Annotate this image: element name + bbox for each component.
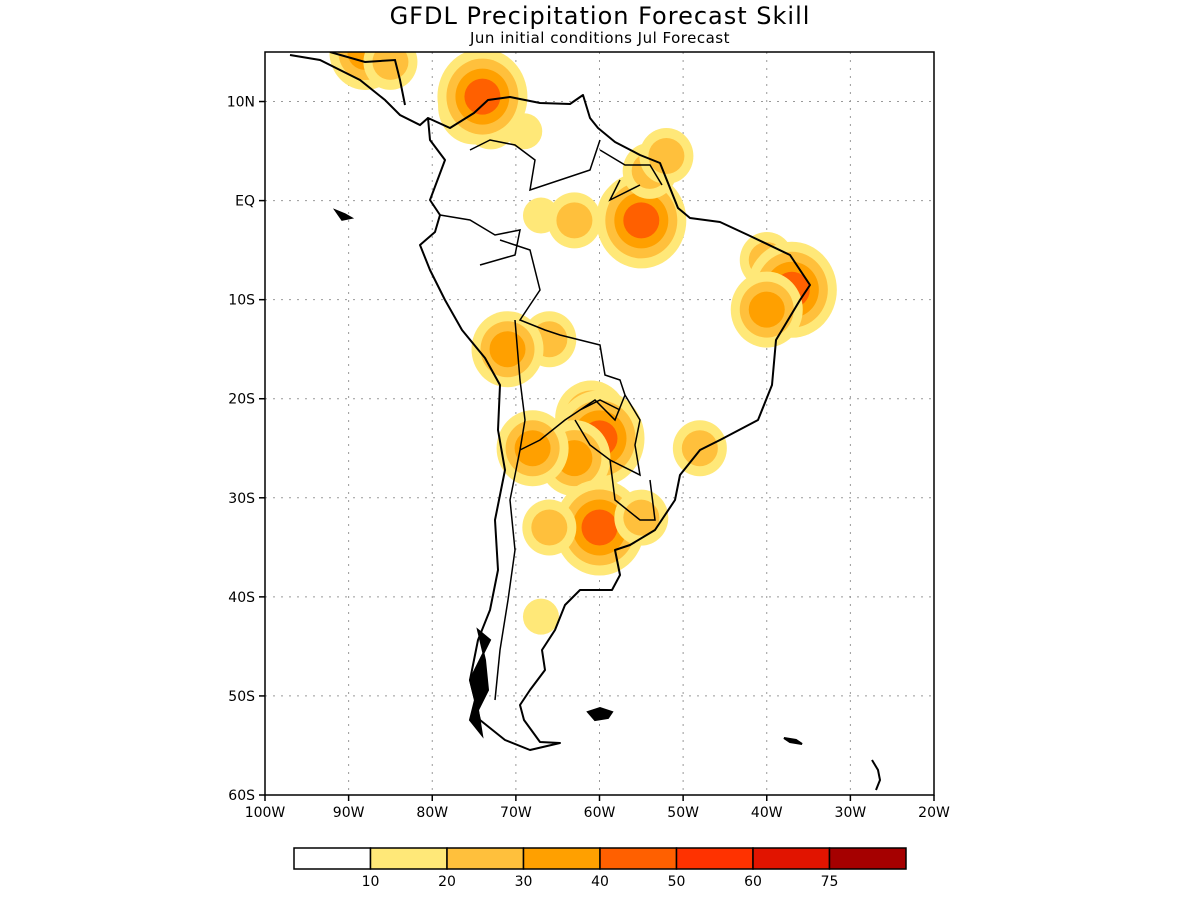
falkland-islands [586, 706, 614, 722]
colorbar-swatch [369, 847, 448, 870]
lon-tick-label: 100W [245, 805, 286, 821]
skill-region [556, 202, 593, 239]
colorbar-swatch [828, 847, 907, 870]
country-borders [439, 139, 663, 701]
lon-tick-label: 60W [584, 805, 616, 821]
lat-tick-label: 10S [228, 293, 255, 309]
skill-region [581, 509, 618, 546]
colorbar-label: 30 [515, 874, 533, 890]
colorbar-swatch [599, 847, 678, 870]
colorbar-swatch [675, 847, 754, 870]
colorbar-label: 75 [821, 874, 839, 890]
map-subtitle: Jun initial conditions Jul Forecast [470, 29, 730, 47]
colorbar: 10 20 30 40 50 60 75 [293, 847, 907, 890]
south-georgia [783, 737, 803, 745]
central-america-coastline [289, 52, 429, 127]
lon-tick-label: 20W [918, 805, 950, 821]
lat-tick-label: 20S [228, 392, 255, 408]
lon-tick-label: 50W [667, 805, 699, 821]
skill-region [681, 430, 718, 467]
colorbar-label: 10 [362, 874, 380, 890]
skill-region [489, 331, 526, 368]
colorbar-swatch [446, 847, 525, 870]
lon-tick-label: 80W [416, 805, 448, 821]
colorbar-label: 40 [591, 874, 609, 890]
lon-tick-label: 90W [333, 805, 365, 821]
lat-tick-label: 50S [228, 689, 255, 705]
sandwich-islands [871, 759, 882, 791]
colorbar-label: 50 [668, 874, 686, 890]
lon-tick-label: 70W [500, 805, 532, 821]
skill-region [748, 291, 785, 328]
skill-region [623, 499, 660, 536]
colorbar-swatch [293, 847, 372, 870]
skill-region [522, 598, 559, 635]
colorbar-label: 20 [438, 874, 456, 890]
lat-tick-label: 40S [228, 590, 255, 606]
lat-tick-label: 30S [228, 491, 255, 507]
skill-region [464, 78, 501, 115]
galapagos-islands [332, 208, 355, 221]
coastlines [289, 52, 882, 791]
chile-archipelago [468, 627, 492, 739]
lon-tick-label: 30W [835, 805, 867, 821]
lon-tick-label: 40W [751, 805, 783, 821]
lat-tick-label: 10N [227, 95, 255, 111]
skill-shading [329, 52, 837, 635]
skill-region [648, 138, 685, 175]
lat-tick-label: 60S [228, 788, 255, 804]
south-america-coastline [419, 94, 811, 751]
colorbar-swatch [522, 847, 601, 870]
map-title: GFDL Precipitation Forecast Skill [389, 2, 811, 30]
skill-region [372, 52, 409, 80]
colorbar-label: 60 [744, 874, 762, 890]
lat-tick-label: EQ [235, 194, 255, 210]
skill-region [623, 202, 660, 239]
colorbar-swatch [752, 847, 831, 870]
skill-region [531, 509, 568, 546]
